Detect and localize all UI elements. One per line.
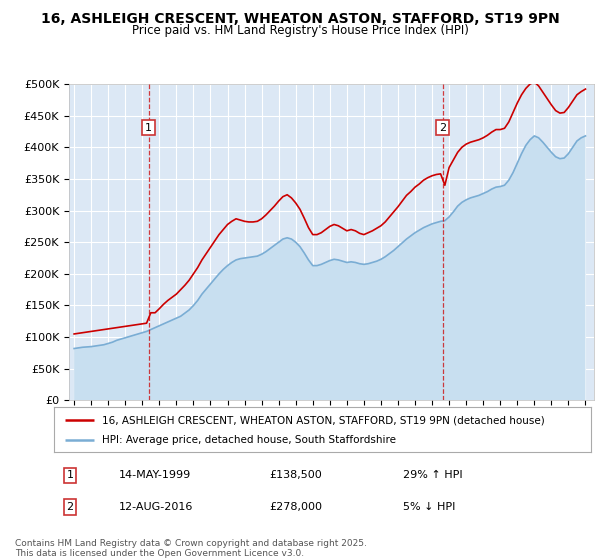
Text: 1: 1	[145, 123, 152, 133]
Text: 16, ASHLEIGH CRESCENT, WHEATON ASTON, STAFFORD, ST19 9PN: 16, ASHLEIGH CRESCENT, WHEATON ASTON, ST…	[41, 12, 559, 26]
Text: 5% ↓ HPI: 5% ↓ HPI	[403, 502, 455, 512]
Text: HPI: Average price, detached house, South Staffordshire: HPI: Average price, detached house, Sout…	[103, 435, 397, 445]
Text: £138,500: £138,500	[269, 470, 322, 480]
Text: 2: 2	[439, 123, 446, 133]
Text: 2: 2	[67, 502, 74, 512]
Text: 14-MAY-1999: 14-MAY-1999	[118, 470, 191, 480]
Text: Contains HM Land Registry data © Crown copyright and database right 2025.
This d: Contains HM Land Registry data © Crown c…	[15, 539, 367, 558]
Text: £278,000: £278,000	[269, 502, 322, 512]
Text: 29% ↑ HPI: 29% ↑ HPI	[403, 470, 463, 480]
Text: 12-AUG-2016: 12-AUG-2016	[118, 502, 193, 512]
Text: 16, ASHLEIGH CRESCENT, WHEATON ASTON, STAFFORD, ST19 9PN (detached house): 16, ASHLEIGH CRESCENT, WHEATON ASTON, ST…	[103, 416, 545, 426]
Text: Price paid vs. HM Land Registry's House Price Index (HPI): Price paid vs. HM Land Registry's House …	[131, 24, 469, 37]
Text: 1: 1	[67, 470, 74, 480]
